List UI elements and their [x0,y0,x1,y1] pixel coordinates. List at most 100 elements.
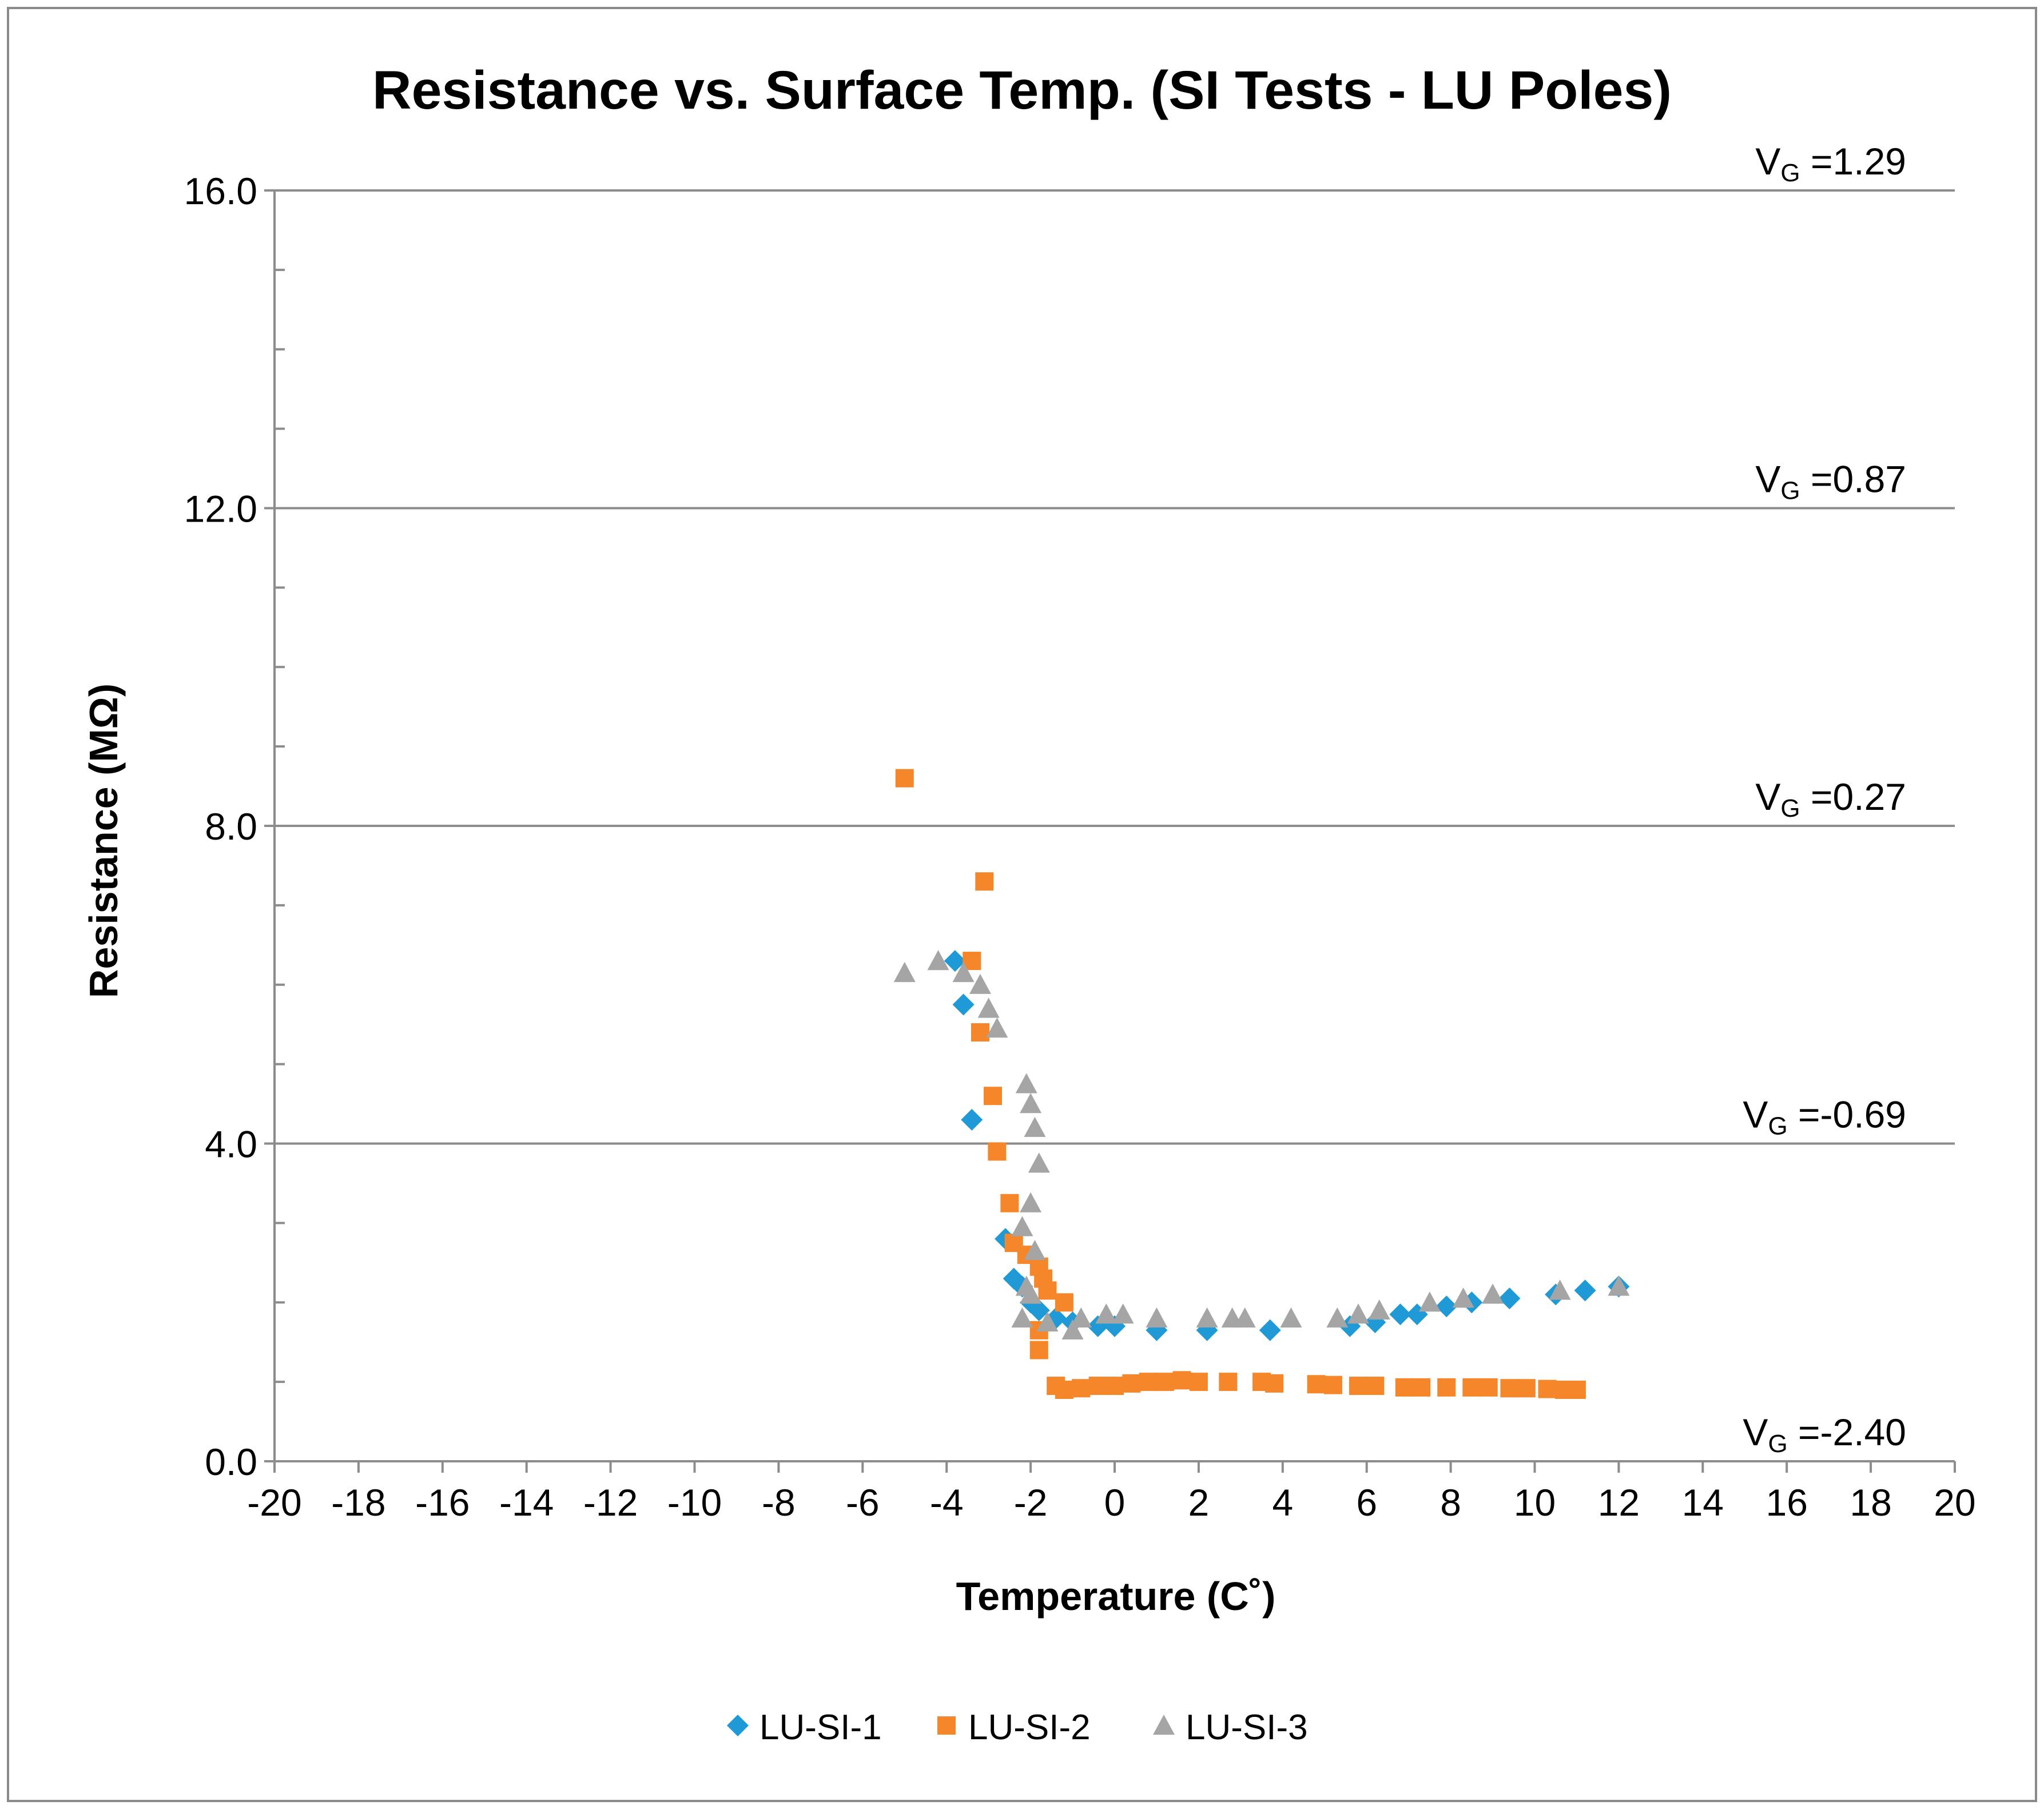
vg-value: =-2.40 [1788,1411,1906,1453]
data-point-lu-si-2 [1029,1341,1048,1359]
x-tick-label: 4 [1272,1481,1293,1524]
x-tick-label: -18 [331,1481,385,1524]
vg-prefix: V [1755,140,1780,182]
data-point-lu-si-2 [1219,1373,1238,1391]
data-point-lu-si-3 [1020,1093,1042,1114]
data-point-lu-si-3 [1549,1279,1571,1300]
legend-marker-lu-si-1 [727,1715,749,1736]
data-point-lu-si-3 [952,961,975,983]
data-point-lu-si-1 [1259,1319,1281,1341]
data-point-lu-si-3 [1024,1116,1046,1137]
x-axis-title: Temperature (C˚) [956,1574,1276,1619]
x-tick-label: -10 [667,1481,722,1524]
axes: 0.04.08.012.016.0-20 -18 -16 -14 -12 -10 -8 -6-… [184,170,1976,1524]
vg-annotation: VG =-2.40 [1743,1411,1906,1458]
data-point-lu-si-3 [977,997,1000,1018]
data-point-lu-si-3 [927,950,949,971]
vg-value: =-0.69 [1788,1094,1906,1136]
x-tick-label: 16 [1765,1481,1807,1524]
data-point-lu-si-2 [1000,1194,1019,1212]
y-tick-label: 4.0 [205,1123,257,1166]
data-point-lu-si-2 [1567,1381,1586,1400]
data-point-lu-si-3 [1347,1303,1370,1324]
vg-value: =0.27 [1800,776,1906,818]
data-point-lu-si-3 [1015,1073,1037,1094]
data-point-lu-si-3 [1112,1303,1134,1324]
data-point-lu-si-1 [1028,1299,1050,1322]
data-point-lu-si-3 [969,973,991,994]
data-point-lu-si-2 [1156,1373,1175,1391]
vg-annotation: VG =0.87 [1755,458,1906,505]
x-tick-label: -4 [930,1481,964,1524]
vg-subscript: G [1768,1430,1787,1458]
data-point-lu-si-2 [971,1023,989,1042]
data-point-lu-si-2 [1038,1281,1057,1300]
legend-label-lu-si-1: LU-SI-1 [759,1708,882,1747]
data-point-lu-si-2 [1462,1378,1481,1397]
data-point-lu-si-1 [1435,1295,1458,1318]
data-point-lu-si-2 [1307,1375,1326,1394]
y-tick-label: 16.0 [184,170,257,212]
vg-value: =0.87 [1800,458,1906,500]
data-point-lu-si-1 [944,950,966,972]
data-point-lu-si-2 [1366,1377,1385,1395]
data-point-lu-si-3 [1368,1299,1390,1320]
data-point-lu-si-3 [1234,1307,1256,1328]
data-point-lu-si-2 [1072,1379,1091,1398]
data-point-lu-si-2 [1349,1377,1368,1395]
vg-subscript: G [1780,159,1800,187]
legend-label-lu-si-3: LU-SI-3 [1186,1708,1308,1747]
vg-prefix: V [1755,776,1780,818]
data-point-lu-si-3 [1196,1307,1218,1328]
data-point-lu-si-1 [952,993,975,1016]
data-point-lu-si-2 [975,872,994,891]
data-point-lu-si-3 [1036,1311,1059,1332]
data-point-lu-si-3 [1011,1216,1033,1237]
data-point-lu-si-3 [1095,1303,1118,1324]
data-point-lu-si-2 [1437,1378,1456,1397]
data-point-lu-si-3 [1326,1307,1349,1328]
data-point-lu-si-3 [1070,1307,1092,1328]
legend-marker-lu-si-2 [937,1716,956,1735]
legend: LU-SI-1 LU-SI-2 LU-SI-3 [727,1708,1308,1747]
chart-title: Resistance vs. Surface Temp. (SI Tests -… [372,60,1672,121]
data-point-lu-si-2 [1323,1375,1342,1394]
x-tick-label: -6 [846,1481,880,1524]
data-point-lu-si-1 [1389,1303,1411,1326]
legend-label-lu-si-2: LU-SI-2 [968,1708,1091,1747]
data-point-lu-si-2 [1500,1379,1519,1398]
x-tick-label: -14 [499,1481,554,1524]
x-tick-label: -12 [583,1481,638,1524]
data-point-lu-si-2 [1172,1371,1191,1390]
data-point-lu-si-3 [1024,1239,1046,1261]
chart-frame [7,7,2037,1802]
data-point-lu-si-2 [1189,1373,1208,1391]
data-point-lu-si-2 [983,1087,1002,1106]
data-point-lu-si-2 [1105,1377,1124,1395]
vg-prefix: V [1755,458,1780,500]
data-point-lu-si-2 [1055,1293,1073,1312]
x-tick-label: -16 [415,1481,470,1524]
vg-subscript: G [1780,794,1800,822]
data-point-lu-si-3 [1418,1291,1441,1312]
vg-prefix: V [1743,1411,1768,1453]
x-tick-label: 10 [1514,1481,1556,1524]
data-point-lu-si-2 [1395,1378,1414,1397]
data-point-lu-si-3 [1280,1307,1302,1328]
data-point-lu-si-3 [1482,1283,1504,1304]
data-point-lu-si-2 [1122,1374,1141,1393]
x-tick-label: 12 [1598,1481,1640,1524]
data-point-lu-si-2 [1538,1379,1557,1398]
data-points [893,769,1630,1400]
data-point-lu-si-3 [1146,1307,1168,1328]
data-point-lu-si-2 [988,1142,1007,1161]
x-tick-label: 18 [1850,1481,1891,1524]
y-tick-label: 0.0 [205,1441,257,1483]
data-point-lu-si-3 [986,1017,1008,1038]
gridlines [275,189,1955,1145]
x-tick-label: 0 [1104,1481,1126,1524]
x-tick-label: 20 [1934,1481,1975,1524]
x-tick-label: 14 [1682,1481,1724,1524]
